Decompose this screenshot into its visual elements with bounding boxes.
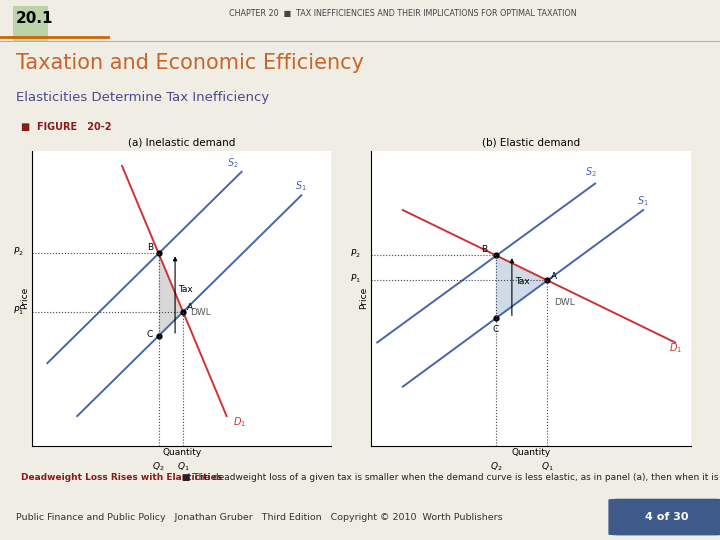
- Polygon shape: [158, 253, 183, 336]
- Text: C: C: [492, 325, 498, 334]
- Text: CHAPTER 20  ■  TAX INEFFICIENCIES AND THEIR IMPLICATIONS FOR OPTIMAL TAXATION: CHAPTER 20 ■ TAX INEFFICIENCIES AND THEI…: [230, 9, 577, 18]
- Text: $Q_2$: $Q_2$: [153, 460, 165, 472]
- Text: $P_1$: $P_1$: [350, 273, 361, 285]
- Text: $D_1$: $D_1$: [233, 415, 246, 429]
- Text: Public Finance and Public Policy   Jonathan Gruber   Third Edition   Copyright ©: Public Finance and Public Policy Jonatha…: [16, 512, 503, 522]
- Text: $Q_1$: $Q_1$: [541, 460, 554, 472]
- Text: B: B: [148, 243, 153, 252]
- Text: 4 of 30: 4 of 30: [645, 512, 688, 522]
- Text: Deadweight Loss Rises with Elasticities: Deadweight Loss Rises with Elasticities: [22, 473, 222, 482]
- Text: Tax: Tax: [178, 285, 193, 294]
- Text: $D_1$: $D_1$: [669, 341, 682, 355]
- Text: $Q_1$: $Q_1$: [176, 460, 189, 472]
- Y-axis label: Price: Price: [21, 287, 30, 309]
- Text: ■  FIGURE   20-2: ■ FIGURE 20-2: [22, 122, 112, 132]
- Title: (b) Elastic demand: (b) Elastic demand: [482, 138, 580, 147]
- FancyBboxPatch shape: [608, 499, 720, 536]
- Text: $P_2$: $P_2$: [13, 246, 24, 258]
- Text: $S_1$: $S_1$: [636, 194, 649, 208]
- X-axis label: Quantity: Quantity: [511, 448, 551, 457]
- Text: 20.1: 20.1: [16, 11, 53, 26]
- Text: $S_1$: $S_1$: [295, 179, 307, 193]
- Text: DWL: DWL: [554, 298, 575, 307]
- Title: (a) Inelastic demand: (a) Inelastic demand: [128, 138, 235, 147]
- Text: DWL: DWL: [191, 308, 211, 317]
- Text: $S_2$: $S_2$: [585, 165, 597, 179]
- Text: Tax: Tax: [515, 277, 530, 286]
- Text: Taxation and Economic Efficiency: Taxation and Economic Efficiency: [16, 53, 364, 73]
- Text: Elasticities Determine Tax Inefficiency: Elasticities Determine Tax Inefficiency: [16, 91, 269, 104]
- Text: $Q_2$: $Q_2$: [490, 460, 502, 472]
- Text: ■ The deadweight loss of a given tax is smaller when the demand curve is less el: ■ The deadweight loss of a given tax is …: [179, 473, 720, 482]
- Text: $P_1$: $P_1$: [12, 304, 24, 316]
- Text: A: A: [552, 272, 557, 281]
- Text: B: B: [482, 245, 487, 254]
- Polygon shape: [496, 255, 547, 318]
- Text: A: A: [186, 303, 193, 312]
- Text: $P_2$: $P_2$: [351, 247, 361, 260]
- Text: $S_2$: $S_2$: [227, 156, 238, 170]
- FancyBboxPatch shape: [13, 6, 48, 40]
- Y-axis label: Price: Price: [359, 287, 368, 309]
- Text: C: C: [146, 330, 153, 339]
- X-axis label: Quantity: Quantity: [162, 448, 202, 457]
